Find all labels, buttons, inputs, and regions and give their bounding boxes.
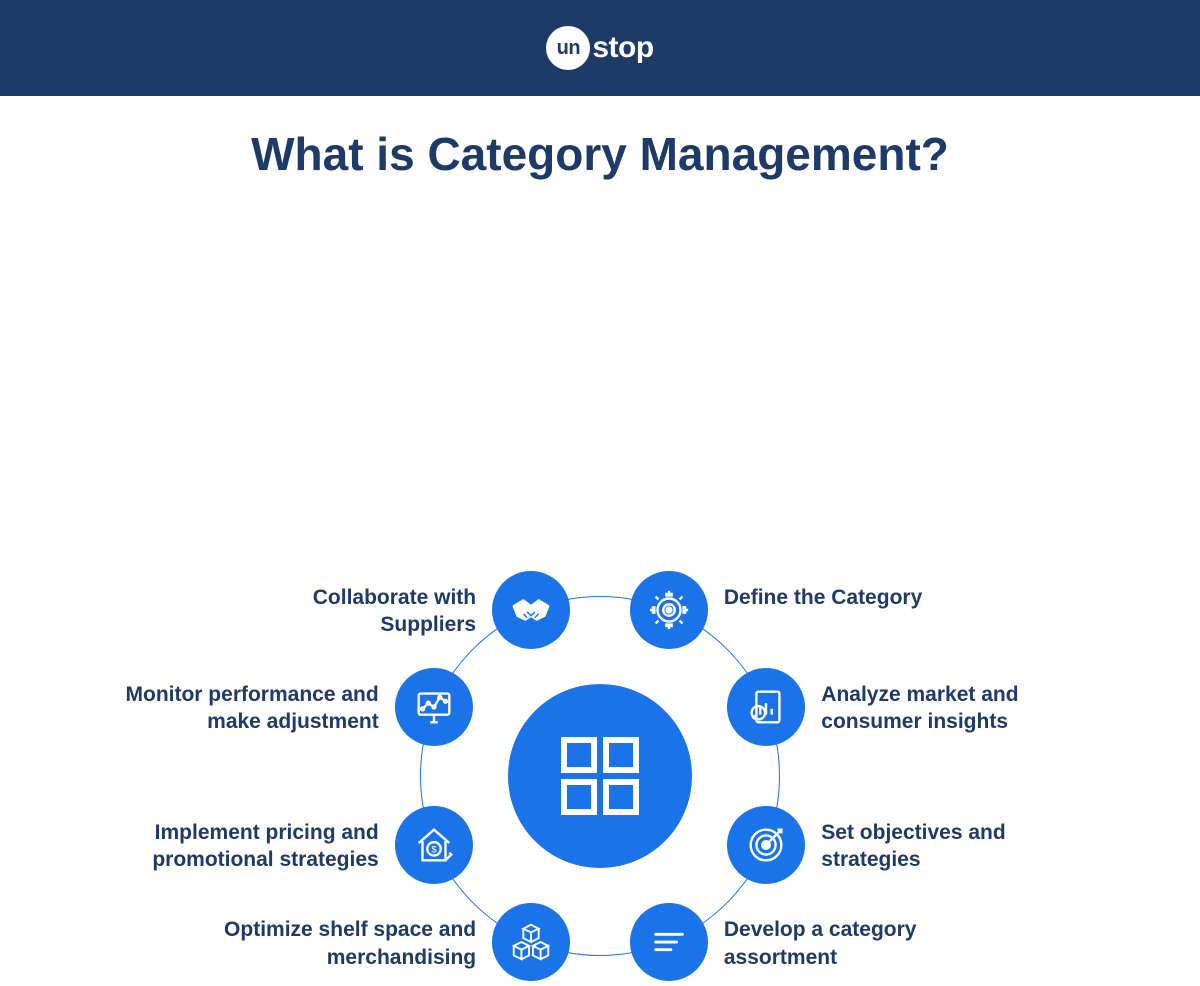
header-bar: un stop — [0, 0, 1200, 96]
node-collaborate — [492, 571, 570, 649]
label-pricing: Implement pricing and promotional strate… — [119, 819, 379, 874]
target-arrow-icon — [743, 822, 789, 868]
label-shelf: Optimize shelf space and merchandising — [216, 916, 476, 971]
list-lines-icon — [646, 919, 692, 965]
svg-text:$: $ — [431, 845, 437, 856]
label-collaborate: Collaborate with Suppliers — [216, 584, 476, 639]
content-area: What is Category Management? Collaborate… — [4, 96, 1196, 792]
center-node — [508, 684, 692, 868]
node-objectives — [727, 806, 805, 884]
node-pricing: $ — [395, 806, 473, 884]
handshake-icon — [508, 587, 554, 633]
label-analyze: Analyze market and consumer insights — [821, 681, 1081, 736]
logo-circle: un — [546, 26, 590, 70]
brand-logo: un stop — [546, 26, 653, 70]
grid-icon — [550, 726, 650, 826]
label-monitor: Monitor performance and make adjustment — [119, 681, 379, 736]
radial-diagram: Collaborate with Suppliers Define the Ca… — [320, 566, 880, 986]
label-define: Define the Category — [724, 584, 984, 611]
node-monitor — [395, 668, 473, 746]
boxes-icon — [508, 919, 554, 965]
logo-un-text: un — [557, 37, 580, 60]
logo-stop-text: stop — [592, 31, 653, 65]
node-define — [630, 571, 708, 649]
gear-target-icon — [646, 587, 692, 633]
house-dollar-icon: $ — [411, 822, 457, 868]
label-objectives: Set objectives and strategies — [821, 819, 1081, 874]
node-analyze — [727, 668, 805, 746]
report-search-icon — [743, 684, 789, 730]
label-assortment: Develop a category assortment — [724, 916, 984, 971]
node-shelf — [492, 903, 570, 981]
page-title: What is Category Management? — [4, 96, 1196, 184]
monitor-chart-icon — [411, 684, 457, 730]
node-assortment — [630, 903, 708, 981]
